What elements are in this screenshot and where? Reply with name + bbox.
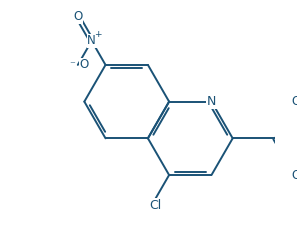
Text: O: O bbox=[73, 10, 83, 23]
Text: +: + bbox=[94, 30, 101, 39]
Text: O: O bbox=[292, 95, 297, 108]
Text: N: N bbox=[87, 34, 96, 47]
Text: N: N bbox=[207, 95, 216, 108]
Text: O: O bbox=[292, 169, 297, 182]
Text: O: O bbox=[79, 58, 89, 71]
Text: ⁻: ⁻ bbox=[69, 60, 75, 70]
Text: Cl: Cl bbox=[149, 199, 161, 212]
